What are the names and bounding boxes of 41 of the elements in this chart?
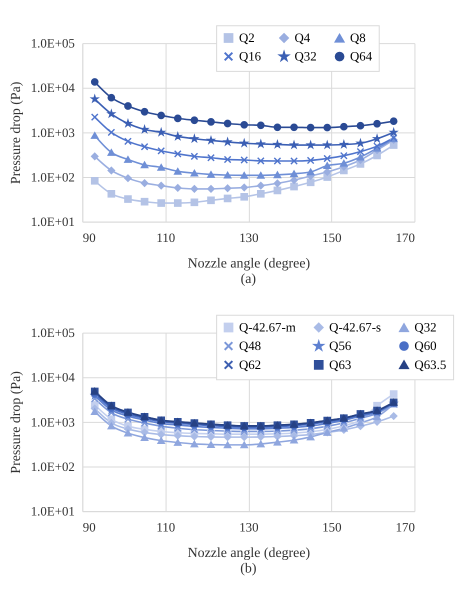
y-axis-title: Pressure drop (Pa) (8, 81, 24, 184)
legend-label: Q60 (414, 338, 437, 353)
legend-label: Q32 (294, 49, 317, 64)
x-tick-label: 110 (156, 230, 176, 245)
y-tick-label: 1.0E+05 (30, 36, 75, 51)
y-tick-label: 1.0E+02 (30, 170, 75, 184)
y-tick-label: 1.0E+03 (30, 415, 75, 430)
x-tick-label: 90 (82, 520, 96, 534)
text: (b) (240, 562, 257, 577)
legend-label: Q32 (414, 320, 437, 335)
y-tick-label: 1.0E+05 (30, 326, 75, 340)
x-tick-label: 150 (322, 520, 342, 534)
legend-label: Q48 (238, 338, 262, 353)
legend-label: Q62 (238, 358, 262, 372)
legend-label: Q63 (329, 358, 352, 372)
x-tick-label: 130 (239, 520, 259, 534)
x-tick-label: 150 (322, 230, 342, 245)
text: (a) (240, 272, 256, 288)
y-tick-label: 1.0E+03 (30, 126, 75, 140)
y-tick-label: 1.0E+04 (30, 370, 76, 385)
x-axis-title: Nozzle angle (degree) (188, 546, 310, 562)
x-tick-label: 110 (156, 520, 176, 534)
legend-label: Q8 (350, 31, 366, 46)
y-tick-label: 1.0E+02 (30, 460, 75, 474)
legend-label: Q2 (238, 30, 255, 45)
y-axis-title: Pressure drop (Pa) (8, 370, 24, 474)
legend-label: Q-42.67-s (329, 320, 382, 334)
legend-label: Q63.5 (414, 358, 446, 372)
x-tick-label: 170 (396, 520, 415, 534)
legend-label: Q16 (238, 49, 262, 64)
y-tick-label: 1.0E+01 (30, 215, 75, 230)
legend-label: Q4 (294, 30, 311, 45)
legend-label: Q64 (350, 49, 373, 64)
legend-label: Q56 (329, 338, 352, 353)
x-tick-label: 130 (239, 230, 259, 245)
x-axis-title: Nozzle angle (degree) (188, 256, 310, 272)
x-tick-label: 90 (82, 230, 96, 245)
y-tick-label: 1.0E+01 (30, 504, 75, 519)
x-tick-label: 170 (396, 230, 415, 245)
y-tick-label: 1.0E+04 (30, 81, 76, 96)
legend-label: Q-42.67-m (238, 320, 296, 334)
